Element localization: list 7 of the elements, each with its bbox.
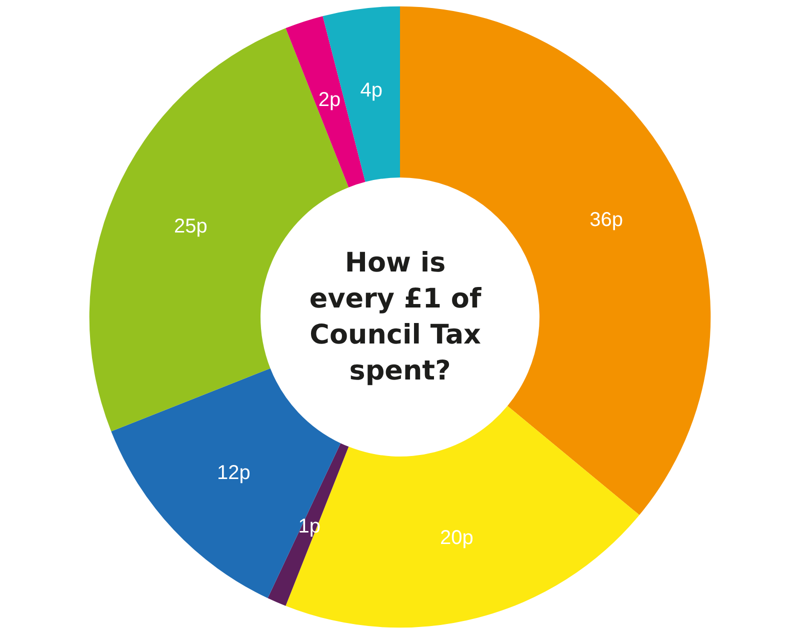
data-label: 4p (360, 80, 383, 102)
data-label: 20p (440, 526, 474, 549)
data-label: 12p (217, 462, 250, 484)
data-label: 36p (590, 208, 624, 231)
data-label: 25p (174, 215, 208, 238)
data-label: 2p (318, 89, 341, 112)
text: How is every £1 of Council Tax spent? (309, 248, 491, 386)
